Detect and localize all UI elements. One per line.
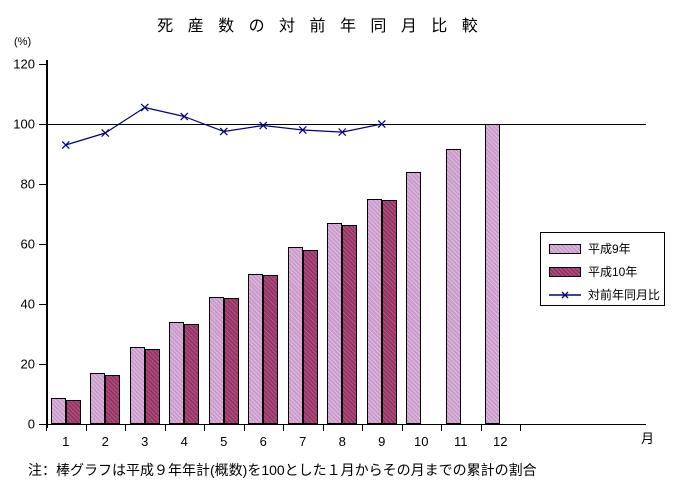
x-tick-label: 7 (299, 434, 307, 449)
x-tick-label: 6 (259, 434, 267, 449)
legend-item-heisei9: 平成9年 (549, 241, 631, 257)
x-tick (441, 424, 442, 431)
x-tick-label: 8 (338, 434, 346, 449)
bar-heisei10-month-6 (263, 275, 279, 424)
bar-heisei9-month-4 (169, 322, 185, 424)
y-tick-label: 60 (20, 236, 35, 252)
x-tick (243, 424, 245, 431)
bar-heisei9-month-1 (50, 397, 66, 424)
y-tick-label: 40 (20, 296, 35, 312)
line-marker-x-icon (180, 112, 189, 121)
x-tick (480, 424, 482, 431)
line-segment (302, 129, 343, 133)
y-tick-label: 0 (27, 416, 35, 432)
bar-heisei9-month-6 (248, 274, 264, 424)
x-tick-label: 5 (220, 434, 228, 449)
chart-footnote: 注：棒グラフは平成９年年計(概数)を100とした１月からその月までの累計の割合 (28, 462, 537, 478)
x-tick (520, 424, 521, 431)
x-axis-unit-label: 月 (641, 431, 655, 446)
line-segment (65, 132, 106, 146)
x-tick (283, 424, 284, 431)
bar-heisei9-month-12 (485, 124, 501, 424)
bar-heisei10-month-3 (144, 349, 160, 424)
line-segment (263, 124, 303, 131)
line-marker-x-icon (140, 103, 149, 112)
x-tick (401, 424, 403, 431)
line-segment (104, 106, 146, 134)
bar-heisei10-month-8 (342, 225, 358, 424)
y-tick-label: 80 (20, 176, 35, 192)
line-segment (223, 124, 264, 133)
legend-swatch-heisei9 (549, 244, 581, 254)
y-tick: 40 (21, 297, 46, 312)
legend-label-yoy-ratio: 対前年同月比 (588, 288, 661, 302)
x-tick-label: 12 (493, 434, 508, 449)
bar-heisei9-month-9 (366, 199, 382, 424)
bar-heisei9-month-8 (327, 223, 343, 424)
bar-heisei10-month-9 (381, 200, 397, 424)
chart-legend: 平成9年 平成10年 対前年同月比 (540, 232, 665, 306)
y-tick: 120 (13, 57, 46, 72)
x-tick (46, 424, 47, 431)
y-axis-line (46, 60, 48, 428)
x-tick (204, 424, 205, 431)
bar-heisei9-month-2 (90, 373, 106, 424)
bar-heisei10-month-7 (302, 250, 318, 424)
line-marker-x-icon (101, 128, 110, 138)
bar-heisei9-month-7 (287, 247, 303, 424)
y-tick: 100 (13, 117, 46, 132)
x-tick-label: 3 (141, 434, 149, 449)
legend-label-heisei9: 平成9年 (588, 242, 631, 256)
bar-heisei10-month-1 (65, 400, 81, 424)
x-tick (362, 424, 363, 431)
line-segment (184, 115, 224, 133)
bar-heisei10-month-2 (105, 375, 121, 424)
legend-swatch-heisei10 (549, 267, 581, 277)
x-tick-label: 1 (62, 434, 70, 449)
x-tick (125, 424, 126, 431)
bar-heisei9-month-5 (208, 297, 224, 424)
line-segment (342, 123, 382, 133)
y-axis-unit-label: (%) (14, 36, 32, 48)
y-tick-label: 100 (13, 116, 35, 132)
x-tick (322, 424, 324, 431)
line-marker-x-icon (298, 125, 307, 135)
line-marker-x-icon (61, 140, 70, 150)
line-segment (144, 106, 185, 118)
y-tick: 60 (21, 237, 46, 252)
bar-heisei10-month-5 (223, 298, 239, 424)
y-tick-label: 20 (20, 356, 35, 372)
line-marker-x-icon (338, 128, 347, 137)
bar-heisei9-month-11 (445, 148, 461, 424)
bar-heisei9-month-3 (129, 346, 145, 424)
x-tick-label: 10 (414, 434, 429, 449)
legend-marker-line-x-icon (549, 290, 581, 300)
bar-heisei10-month-4 (184, 323, 200, 424)
chart-title: 死 産 数 の 対 前 年 同 月 比 較 (157, 18, 483, 35)
y-tick: 80 (21, 177, 46, 192)
x-tick (85, 424, 87, 431)
y-tick: 0 (28, 417, 46, 432)
line-marker-x-icon (259, 121, 268, 130)
x-tick-label: 2 (101, 434, 109, 449)
x-tick-label: 4 (180, 434, 188, 449)
y-tick: 20 (21, 357, 46, 372)
y-tick-label: 120 (13, 56, 35, 72)
bar-heisei9-month-10 (406, 172, 422, 424)
legend-item-yoy-ratio: 対前年同月比 (549, 287, 660, 303)
line-marker-x-icon (219, 127, 228, 136)
line-marker-x-icon (377, 119, 386, 129)
x-tick-label: 11 (454, 434, 468, 449)
x-axis-line (46, 424, 646, 425)
x-tick-label: 9 (378, 434, 386, 449)
legend-label-heisei10: 平成10年 (588, 265, 638, 279)
x-tick (164, 424, 166, 431)
plot-area: 0 20 40 60 80 100 120 (13, 57, 520, 432)
legend-item-heisei10: 平成10年 (549, 264, 637, 280)
